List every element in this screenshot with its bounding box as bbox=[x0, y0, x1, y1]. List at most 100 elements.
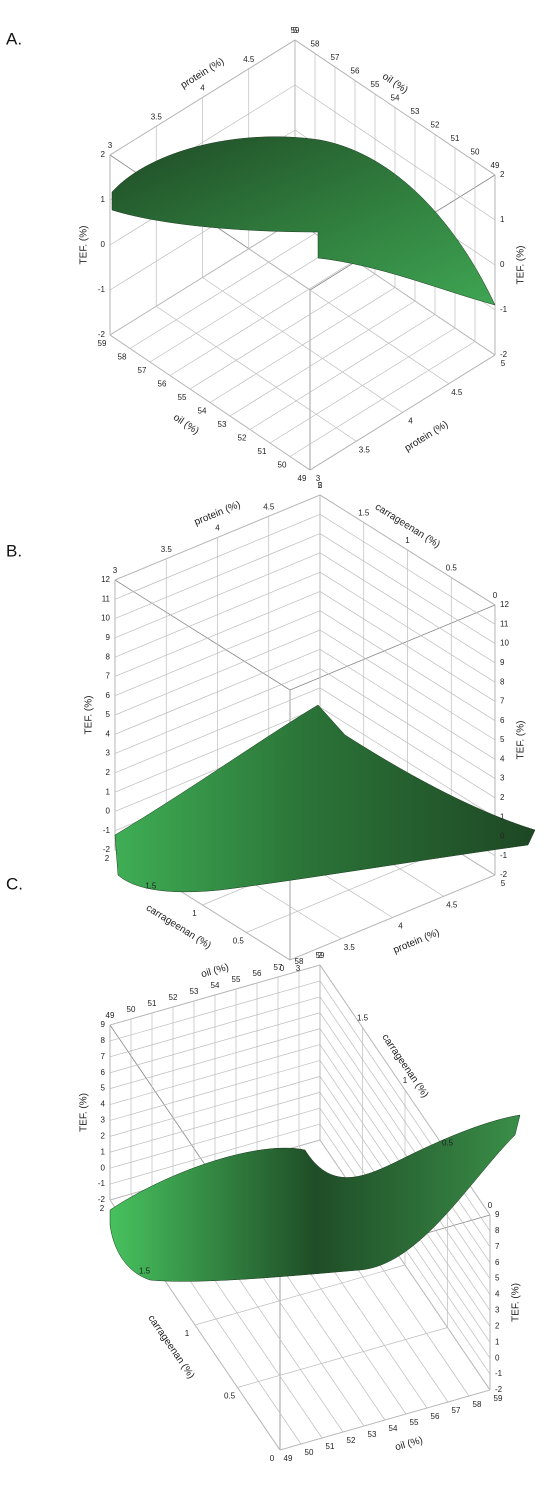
x-tick-label: 4.5 bbox=[263, 502, 275, 511]
box-edge bbox=[289, 604, 496, 691]
x-tick-label: 3.5 bbox=[161, 545, 173, 554]
grid-line bbox=[114, 552, 321, 639]
z-tick-label: 8 bbox=[101, 1036, 106, 1045]
y-tick-label: 50 bbox=[471, 148, 480, 157]
z-tick-label: 4 bbox=[106, 729, 111, 738]
x-tick-label: 54 bbox=[211, 981, 220, 990]
x-tick-label: 49 bbox=[284, 1454, 293, 1463]
z-tick-label: 9 bbox=[106, 633, 111, 642]
y-tick-label: 58 bbox=[311, 40, 320, 49]
axis-title: TEF. (%) bbox=[511, 1283, 522, 1322]
z-tick-label: 3 bbox=[106, 749, 111, 758]
grid-line bbox=[109, 1012, 321, 1074]
grid-line bbox=[114, 571, 321, 658]
z-tick-label: 0 bbox=[495, 1353, 500, 1362]
grid-line bbox=[294, 39, 496, 176]
axis-title: protein (%) bbox=[392, 927, 441, 956]
z-tick-label: 0 bbox=[101, 1163, 106, 1172]
grid-line bbox=[319, 687, 496, 799]
z-tick-label: 6 bbox=[101, 1068, 106, 1077]
y-tick-label: 0.5 bbox=[446, 564, 458, 573]
x-tick-label: 4.5 bbox=[451, 388, 463, 397]
panel-label: A. bbox=[6, 29, 22, 48]
x-tick-label: 50 bbox=[127, 1005, 136, 1014]
y-tick-label: 57 bbox=[138, 366, 147, 375]
grid-line bbox=[109, 1123, 321, 1185]
z-tick-label: -2 bbox=[103, 845, 111, 854]
grid-line bbox=[129, 233, 316, 349]
grid-line bbox=[319, 1012, 491, 1263]
z-tick-label: 2 bbox=[106, 768, 111, 777]
z-tick-label: 2 bbox=[500, 170, 505, 179]
z-tick-label: 1 bbox=[500, 812, 505, 821]
axis-title: carrageenan (%) bbox=[145, 1313, 196, 1381]
z-tick-label: 8 bbox=[495, 1226, 500, 1235]
z-tick-label: 0 bbox=[106, 807, 111, 816]
response-surface bbox=[109, 1114, 521, 1282]
z-tick-label: 7 bbox=[101, 1052, 106, 1061]
z-tick-label: 6 bbox=[500, 716, 505, 725]
y-tick-label: 53 bbox=[218, 420, 227, 429]
y-tick-label: 1 bbox=[192, 909, 197, 918]
grid-line bbox=[319, 648, 496, 760]
grid-line bbox=[319, 706, 496, 818]
y-tick-label: 51 bbox=[451, 134, 460, 143]
grid-line bbox=[109, 1044, 321, 1105]
z-tick-label: 5 bbox=[101, 1084, 106, 1093]
y-tick-label: 51 bbox=[258, 447, 267, 456]
y-tick-label: 49 bbox=[298, 474, 307, 483]
z-tick-label: 3 bbox=[101, 1116, 106, 1125]
z-tick-label: 1 bbox=[495, 1337, 500, 1346]
grid-line bbox=[249, 314, 436, 430]
z-tick-label: -2 bbox=[98, 330, 106, 339]
grid-line bbox=[114, 494, 321, 581]
x-tick-label: 4 bbox=[200, 84, 205, 93]
y-tick-label: 0.5 bbox=[224, 1392, 236, 1401]
grid-line bbox=[319, 513, 496, 625]
grid-line bbox=[109, 980, 321, 1042]
grid-line bbox=[109, 964, 321, 1026]
z-tick-label: 8 bbox=[500, 677, 505, 686]
y-tick-label: 0.5 bbox=[442, 1139, 454, 1148]
surface-layer bbox=[109, 136, 536, 1282]
grid-line bbox=[189, 273, 376, 390]
response-surface bbox=[111, 136, 496, 306]
z-tick-label: 11 bbox=[500, 619, 509, 628]
y-tick-label: 56 bbox=[351, 67, 360, 76]
grid-line bbox=[169, 260, 356, 376]
grid-line bbox=[319, 552, 496, 664]
y-tick-label: 59 bbox=[291, 26, 300, 35]
z-tick-label: 1 bbox=[106, 787, 111, 796]
axis-title: TEF. (%) bbox=[79, 1093, 90, 1132]
axis-title: oil (%) bbox=[394, 1435, 424, 1453]
axis-title: TEF. (%) bbox=[79, 226, 90, 265]
x-tick-label: 51 bbox=[148, 999, 157, 1008]
z-tick-label: 7 bbox=[495, 1242, 500, 1251]
grid-line bbox=[294, 84, 496, 221]
grid-line bbox=[319, 610, 496, 722]
axis-title: oil (%) bbox=[200, 962, 230, 980]
z-tick-label: 0 bbox=[500, 832, 505, 841]
x-tick-label: 57 bbox=[452, 1406, 461, 1415]
y-tick-label: 2 bbox=[105, 854, 110, 863]
grid-line bbox=[319, 591, 496, 702]
x-tick-label: 3.5 bbox=[344, 943, 356, 952]
y-tick-label: 1 bbox=[405, 536, 410, 545]
z-tick-label: -1 bbox=[495, 1369, 503, 1378]
x-tick-label: 5 bbox=[501, 879, 506, 888]
grid-line bbox=[209, 287, 396, 403]
x-tick-label: 56 bbox=[253, 969, 262, 978]
z-tick-label: -2 bbox=[495, 1385, 503, 1394]
z-tick-label: 10 bbox=[500, 639, 509, 648]
y-tick-label: 0.5 bbox=[233, 937, 245, 946]
x-tick-label: 51 bbox=[326, 1442, 335, 1451]
grid-line bbox=[269, 327, 456, 444]
grid-line bbox=[114, 648, 321, 735]
z-tick-label: 2 bbox=[500, 793, 505, 802]
x-tick-label: 53 bbox=[368, 1430, 377, 1439]
y-tick-label: 53 bbox=[411, 107, 420, 116]
axis-title: carrageenan (%) bbox=[144, 903, 213, 952]
z-tick-label: 1 bbox=[101, 1147, 106, 1156]
z-tick-label: 2 bbox=[101, 1131, 106, 1140]
